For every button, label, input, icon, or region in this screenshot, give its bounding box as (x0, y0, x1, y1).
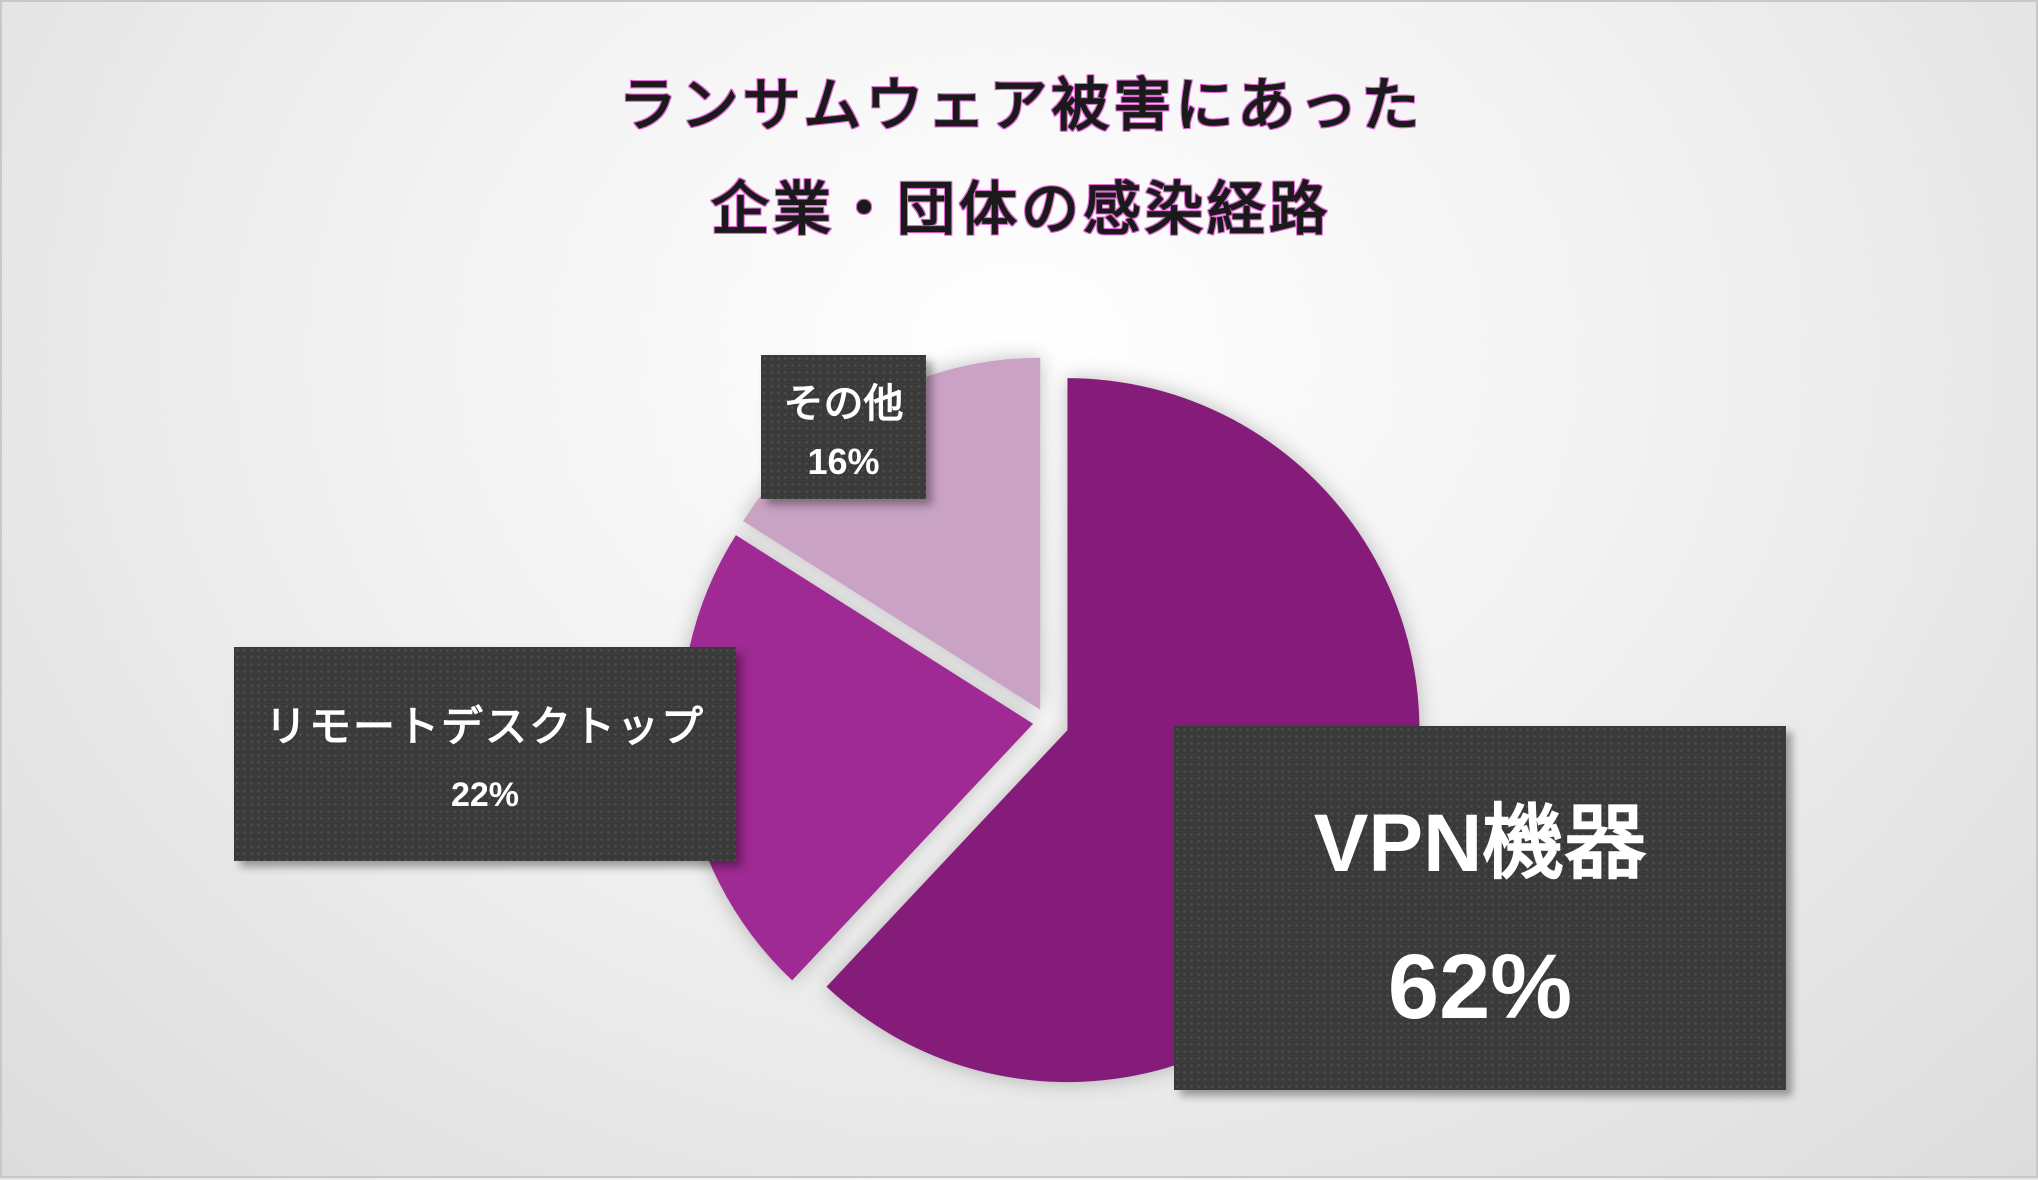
data-label-vpn: VPN機器 62% (1174, 726, 1786, 1090)
data-label-other-percent: 16% (807, 441, 880, 482)
data-label-remote-desktop-percent: 22% (450, 776, 520, 814)
pie-slice-remote-desktop (681, 535, 1034, 981)
data-label-vpn-percent: 62% (1387, 936, 1573, 1038)
data-label-remote-desktop-category: リモートデスクトップ (264, 702, 705, 751)
data-label-other-category: その他 (783, 381, 904, 427)
data-label-other: その他 16% (761, 355, 926, 499)
chart-title-line-1: ランサムウェア被害にあった (618, 70, 1424, 140)
chart-title-line-2: 企業・団体の感染経路 (710, 174, 1331, 244)
data-label-vpn-category: VPN機器 (1313, 798, 1647, 889)
data-label-remote-desktop: リモートデスクトップ 22% (234, 647, 736, 861)
